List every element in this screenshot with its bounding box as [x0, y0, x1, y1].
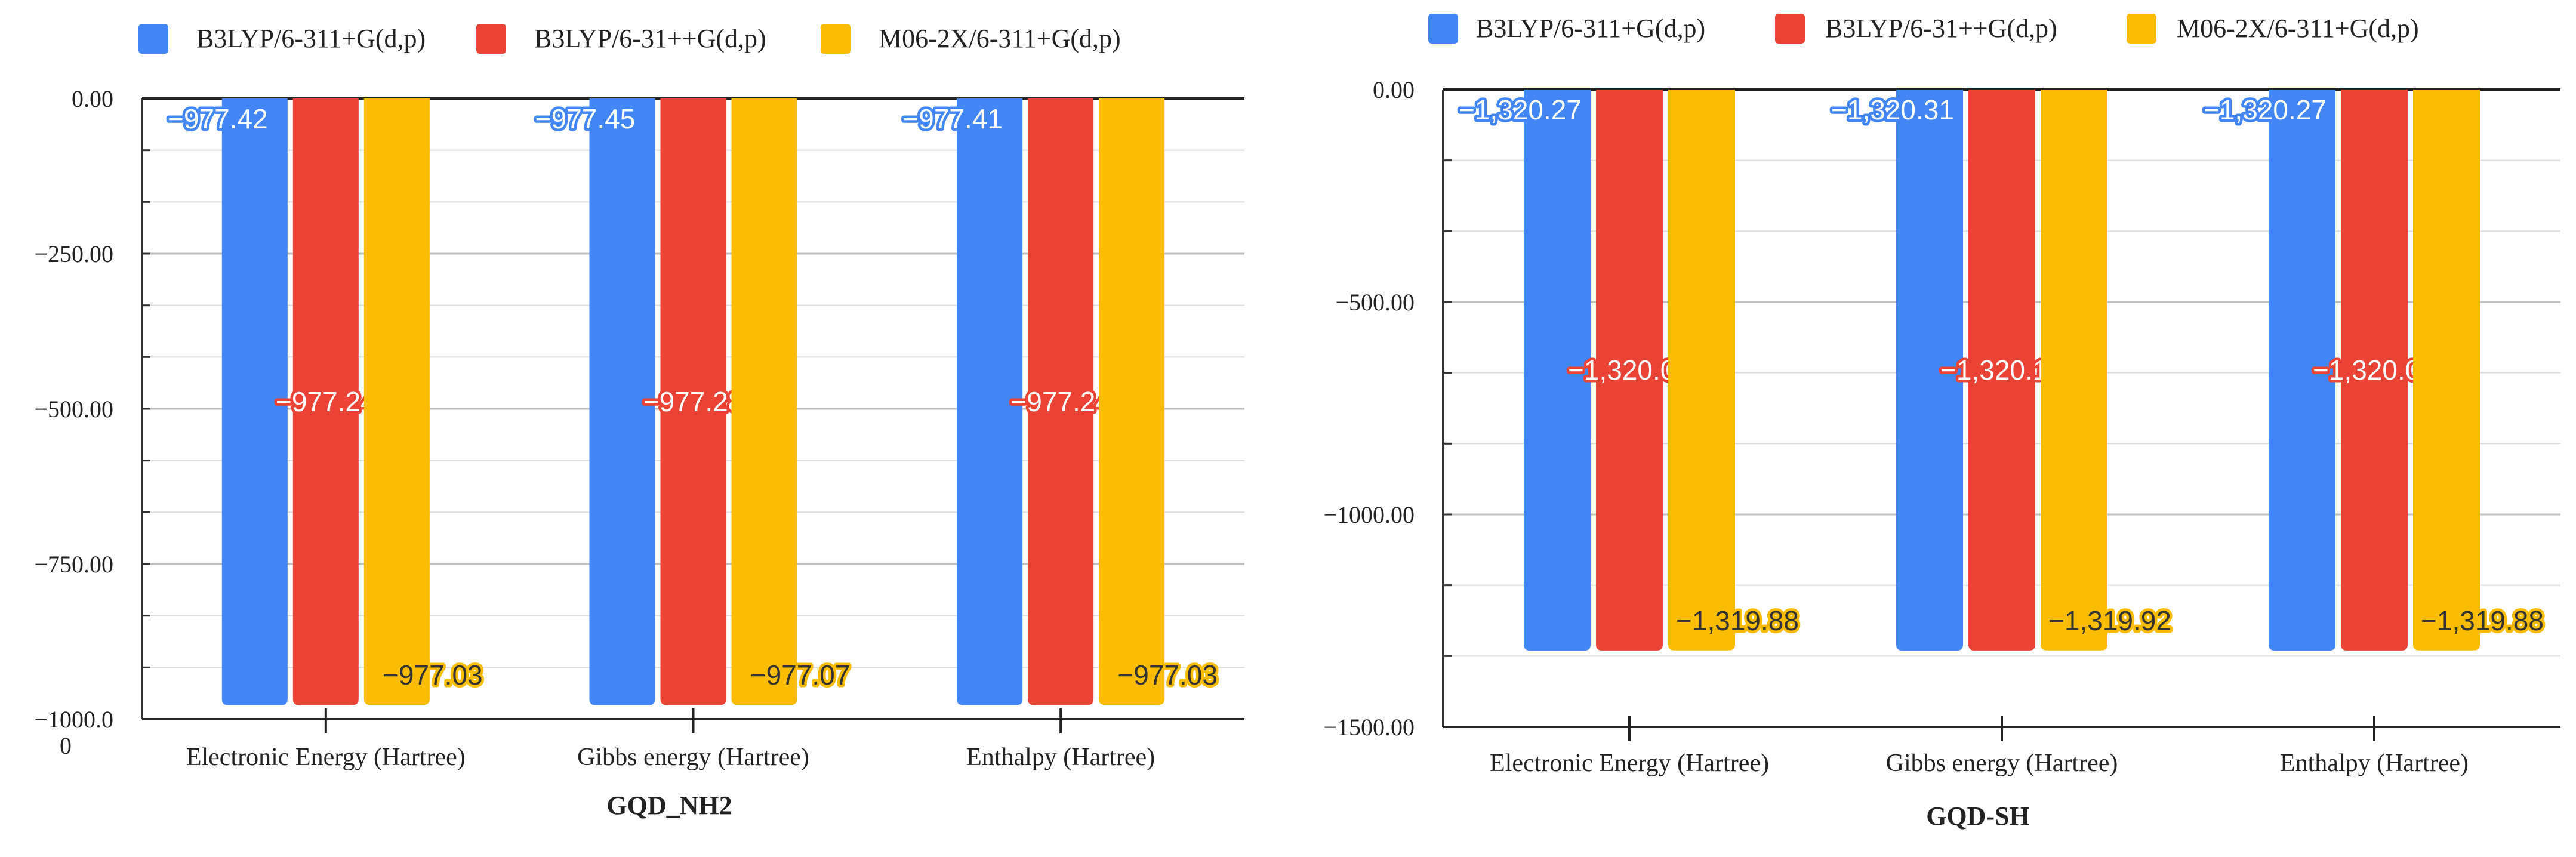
y-tick-label-line: −500.00 [1335, 289, 1415, 316]
x-category-label: Enthalpy (Hartree) [966, 744, 1155, 771]
x-category-label: Electronic Energy (Hartree) [1490, 750, 1769, 777]
bar-b3lyp-6-311-g-d-p- [1896, 90, 1963, 651]
legend-swatch [138, 24, 168, 54]
x-category-label: Gibbs energy (Hartree) [577, 744, 809, 771]
chart-title: GQD-SH [1926, 801, 2030, 831]
y-tick-label-line: −1000.00 [1323, 501, 1415, 528]
chart-2: 0.00 −500.00 −1000.00 −1500.00 Electronic En… [1323, 14, 2560, 831]
legend-swatch [1428, 14, 1458, 44]
x-category-label: Enthalpy (Hartree) [2280, 750, 2469, 777]
data-label: −977.24 [1010, 386, 1111, 417]
data-label: −977.41 [902, 103, 1003, 134]
bar-b3lyp-6-31-g-d-p- [660, 98, 726, 705]
y-tick-label-line: 0 [60, 732, 72, 759]
bar-b3lyp-6-31-g-d-p- [1596, 90, 1663, 651]
y-tick-label: 0.00 [72, 85, 113, 112]
data-label: −977.45 [535, 103, 636, 134]
bar-m06-2x-6-311-g-d-p- [363, 98, 430, 705]
y-tick-label-line: −250.00 [34, 241, 113, 267]
bar-b3lyp-6-31-g-d-p- [1968, 90, 2035, 651]
y-tick-label: −250.00 [34, 241, 113, 267]
y-tick-label-line: 0.00 [1373, 76, 1415, 103]
bar-b3lyp-6-31-g-d-p- [292, 98, 359, 705]
legend-label: B3LYP/6-31++G(d,p) [534, 24, 766, 53]
y-tick-label-line: −1500.00 [1323, 714, 1415, 741]
legend-label: B3LYP/6-311+G(d,p) [1476, 14, 1705, 43]
data-label: −1,319.88 [2421, 605, 2544, 636]
y-tick-label-line: −1000.0 [34, 706, 113, 733]
chart-title: GQD_NH2 [606, 791, 732, 820]
data-label: −977.03 [1117, 659, 1218, 690]
bar-b3lyp-6-311-g-d-p- [2269, 90, 2335, 651]
bar-b3lyp-6-311-g-d-p- [589, 98, 655, 705]
y-tick-label: 0.00 [1373, 76, 1415, 103]
legend-swatch [2127, 14, 2156, 44]
bar-b3lyp-6-31-g-d-p- [2341, 90, 2408, 651]
y-tick-label: −500.00 [1335, 289, 1415, 316]
y-tick-label-line: −750.00 [34, 551, 113, 578]
x-category-label: Electronic Energy (Hartree) [186, 744, 466, 771]
bar-b3lyp-6-311-g-d-p- [957, 98, 1023, 705]
bar-m06-2x-6-311-g-d-p- [2413, 90, 2480, 651]
y-tick-label-line: 0.00 [72, 85, 113, 112]
data-label: −1,320.27 [2204, 94, 2327, 125]
y-tick-label: −1000.00 [1323, 501, 1415, 528]
bar-b3lyp-6-311-g-d-p- [221, 98, 288, 705]
bar-m06-2x-6-311-g-d-p- [1668, 90, 1735, 651]
data-label: −977.07 [750, 659, 851, 690]
y-tick-label: −750.00 [34, 551, 113, 578]
legend-label: M06-2X/6-311+G(d,p) [879, 24, 1121, 53]
data-label: −1,320.27 [1459, 94, 1582, 125]
legend-label: M06-2X/6-311+G(d,p) [2177, 14, 2419, 43]
bar-m06-2x-6-311-g-d-p- [731, 98, 797, 705]
legend-swatch [476, 24, 506, 54]
legend-label: B3LYP/6-311+G(d,p) [196, 24, 426, 53]
legend-label: B3LYP/6-31++G(d,p) [1825, 14, 2057, 43]
data-label: −977.24 [276, 386, 376, 417]
data-label: −1,319.88 [1676, 605, 1799, 636]
data-label: −1,319.92 [2048, 605, 2171, 636]
bar-b3lyp-6-31-g-d-p- [1028, 98, 1094, 705]
y-tick-label: −500.00 [34, 396, 113, 423]
y-tick-label: −1500.00 [1323, 714, 1415, 741]
data-label: −1,320.31 [1831, 94, 1954, 125]
legend-swatch [1775, 14, 1805, 44]
data-label: −977.28 [643, 386, 744, 417]
y-tick-label-line: −500.00 [34, 396, 113, 423]
bar-m06-2x-6-311-g-d-p- [1099, 98, 1165, 705]
bar-b3lyp-6-311-g-d-p- [1524, 90, 1591, 651]
data-label: −977.03 [383, 659, 483, 690]
chart-1: 0.00 −250.00 −500.00 −750.00 −1000.0 0 Electro… [34, 24, 1244, 820]
bar-m06-2x-6-311-g-d-p- [2041, 90, 2107, 651]
x-category-label: Gibbs energy (Hartree) [1886, 750, 2118, 777]
legend-swatch [821, 24, 851, 54]
data-label: −977.42 [168, 103, 268, 134]
